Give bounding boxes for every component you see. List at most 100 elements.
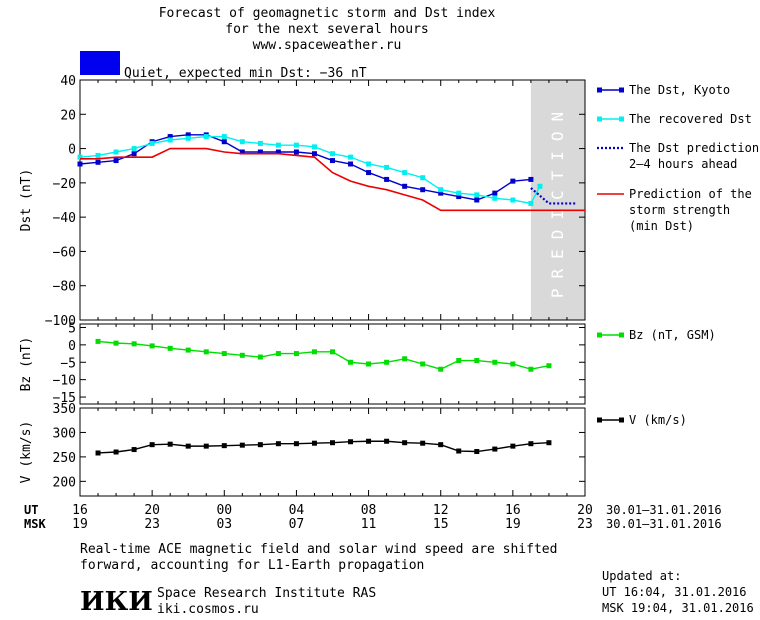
data-point <box>113 149 119 155</box>
time-axis: UT MSK 30.01–31.01.2016 30.01–31.01.2016… <box>24 503 722 532</box>
data-point <box>221 139 227 145</box>
data-point <box>510 443 516 449</box>
series-line <box>97 440 549 454</box>
data-point <box>510 178 516 184</box>
data-point <box>546 440 552 446</box>
data-point <box>366 161 372 167</box>
data-point <box>77 154 83 160</box>
data-point <box>348 161 354 167</box>
plot-frame <box>79 407 586 497</box>
y-tick-label: −80 <box>53 280 76 295</box>
data-point <box>185 443 191 449</box>
data-point <box>167 134 173 140</box>
v-panel: 350 300 250 200 V (km/s) <box>19 402 586 497</box>
ut-tick-label: 20 <box>144 503 160 518</box>
data-point <box>95 152 101 158</box>
data-point <box>203 443 209 449</box>
data-point <box>149 442 155 448</box>
storm-status-text: Quiet, expected min Dst: −36 nT <box>124 66 367 81</box>
legend-label: The recovered Dst <box>629 112 752 126</box>
ut-tick-label: 04 <box>289 503 305 518</box>
data-point <box>185 135 191 141</box>
data-point <box>131 146 137 152</box>
msk-tick-label: 19 <box>72 517 88 532</box>
msk-tick-label: 07 <box>289 517 305 532</box>
data-point <box>366 361 372 367</box>
data-point <box>420 440 426 446</box>
data-point <box>474 449 480 455</box>
data-point <box>492 446 498 452</box>
ut-axis-label: UT <box>24 503 38 517</box>
data-point <box>330 349 335 355</box>
chart-title-line1: Forecast of geomagnetic storm and Dst in… <box>159 6 496 21</box>
data-point <box>113 449 119 455</box>
y-axis-label: Dst (nT) <box>19 169 34 232</box>
y-tick-label: 20 <box>60 108 76 123</box>
data-point <box>402 170 408 176</box>
ut-tick-label: 16 <box>72 503 88 518</box>
data-point <box>257 442 263 448</box>
y-axis-label: V (km/s) <box>19 421 34 484</box>
legend-label: The Dst, Kyoto <box>629 83 730 97</box>
y-tick-label: 250 <box>53 451 76 466</box>
y-tick-label: 0 <box>68 143 76 158</box>
dst-panel: PREDICTION 40 20 0 −20 −40 −60 −80 −100 Dst (nT) <box>19 74 586 329</box>
prediction-band-label: PREDICTION <box>548 102 567 298</box>
legend-marker <box>619 116 624 122</box>
ace-note-line2: forward, accounting for L1-Earth propaga… <box>80 558 424 573</box>
data-point <box>131 341 137 347</box>
y-tick-label: 350 <box>53 402 76 417</box>
data-point <box>275 441 281 447</box>
series-line <box>79 134 531 201</box>
data-point <box>221 443 227 449</box>
data-point <box>275 149 281 155</box>
y-tick-label: 5 <box>68 321 76 336</box>
data-point <box>384 164 390 170</box>
data-point <box>528 366 534 372</box>
data-point <box>420 175 426 181</box>
data-point <box>348 439 354 445</box>
legend-marker <box>597 87 602 93</box>
data-point <box>438 187 444 193</box>
data-point <box>167 441 173 447</box>
data-point <box>311 349 317 355</box>
data-point <box>293 441 299 447</box>
data-point <box>149 140 155 146</box>
legend-marker <box>619 417 624 423</box>
bz-legend: Bz (nT, GSM) <box>597 328 716 342</box>
y-axis-label: Bz (nT) <box>19 337 34 392</box>
y-tick-label: −20 <box>53 177 76 192</box>
website-link[interactable]: www.spaceweather.ru <box>253 38 402 53</box>
data-point <box>293 142 299 148</box>
data-point <box>95 338 101 344</box>
msk-tick-label: 11 <box>361 517 377 532</box>
dst-legend: The Dst, Kyoto The recovered Dst The Dst p… <box>597 83 759 233</box>
data-point <box>510 197 516 203</box>
data-point <box>131 447 137 453</box>
data-point <box>492 190 498 196</box>
series-line <box>530 187 576 205</box>
data-point <box>257 354 263 360</box>
data-point <box>95 159 101 165</box>
data-point <box>456 448 462 454</box>
data-point <box>537 183 543 189</box>
data-point <box>239 442 245 448</box>
msk-tick-label: 15 <box>433 517 449 532</box>
storm-status-swatch <box>80 51 120 75</box>
bz-panel: 5 0 −5 −10 −15 Bz (nT) <box>19 321 586 406</box>
institute-site-link[interactable]: iki.cosmos.ru <box>157 602 259 617</box>
data-point <box>311 151 317 157</box>
data-point <box>528 200 534 206</box>
y-tick-label: −60 <box>53 245 76 260</box>
data-point <box>293 149 299 155</box>
data-point <box>384 359 390 365</box>
data-point <box>420 187 426 193</box>
data-point <box>330 158 335 164</box>
institute-name: Space Research Institute RAS <box>157 586 376 601</box>
data-point <box>384 176 390 182</box>
msk-tick-label: 03 <box>216 517 232 532</box>
data-point <box>456 194 462 200</box>
data-point <box>221 351 227 357</box>
ut-date-range: 30.01–31.01.2016 <box>606 503 722 517</box>
